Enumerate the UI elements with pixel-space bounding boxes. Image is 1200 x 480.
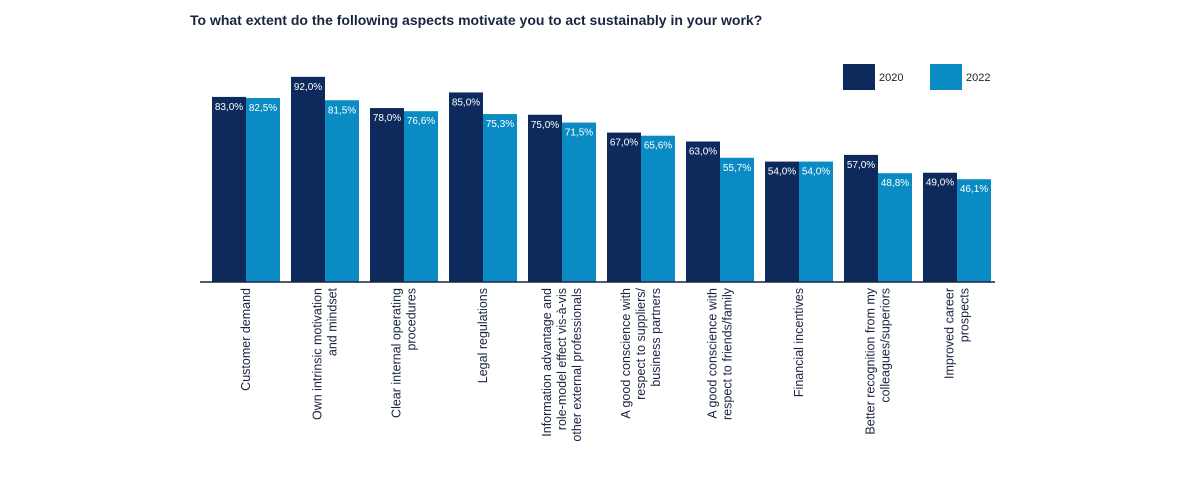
bar-2020-0 xyxy=(212,96,246,282)
category-label-line: Information advantage and xyxy=(540,288,554,437)
bar-2022-2 xyxy=(404,111,438,282)
bar-value-label: 71,5% xyxy=(565,128,593,139)
legend-label-2022: 2022 xyxy=(966,72,990,84)
bar-value-label: 92,0% xyxy=(294,82,322,93)
bar-value-label: 85,0% xyxy=(452,97,480,108)
bar-value-label: 63,0% xyxy=(689,147,717,158)
category-label-line: Clear internal operating xyxy=(390,288,404,418)
bar-value-label: 75,0% xyxy=(531,120,559,131)
category-label-line: Better recognition from my xyxy=(864,287,878,434)
bar-value-label: 54,0% xyxy=(768,167,796,178)
bar-value-label: 75,3% xyxy=(486,119,514,130)
bar-value-label: 65,6% xyxy=(644,141,672,152)
bar-2022-3 xyxy=(483,114,517,283)
bar-value-label: 57,0% xyxy=(847,160,875,171)
category-label-line: respect to friends/family xyxy=(721,287,735,420)
category-label-line: other external professionals xyxy=(570,288,584,442)
bar-value-label: 81,5% xyxy=(328,105,356,116)
bar-2020-5 xyxy=(607,132,641,282)
bar-2020-1 xyxy=(291,76,325,282)
bar-value-label: 76,6% xyxy=(407,116,435,127)
bar-2022-9 xyxy=(957,179,991,282)
bar-value-label: 54,0% xyxy=(802,167,830,178)
category-label-7: Financial incentives xyxy=(792,288,806,397)
bar-value-label: 48,8% xyxy=(881,178,909,189)
category-label-2: Clear internal operating procedures xyxy=(390,288,419,418)
bar-2020-2 xyxy=(370,108,404,282)
category-label-5: A good conscience with respect to supplie… xyxy=(619,287,663,418)
bars: 83,0% 82,5% 92,0% 81,5% 78,0% 76,6% 85,0% 75,3%… xyxy=(212,76,991,283)
category-label-line: Financial incentives xyxy=(792,288,806,397)
category-label-line: colleagues/superiors xyxy=(879,288,893,403)
category-label-line: A good conscience with xyxy=(706,288,720,419)
category-label-9: Improved career prospects xyxy=(943,288,972,379)
bar-value-label: 46,1% xyxy=(960,184,988,195)
legend: 2020 2022 xyxy=(843,64,990,90)
category-label-line: respect to suppliers/ xyxy=(634,287,648,399)
category-label-line: Customer demand xyxy=(239,288,253,391)
category-label-6: A good conscience with respect to friends… xyxy=(706,287,735,420)
bar-2022-1 xyxy=(325,100,359,282)
bar-2022-5 xyxy=(641,135,675,282)
bar-2022-6 xyxy=(720,157,754,282)
legend-swatch-2022 xyxy=(930,64,962,90)
category-label-0: Customer demand xyxy=(239,288,253,391)
category-label-line: prospects xyxy=(958,288,972,342)
bar-value-label: 67,0% xyxy=(610,138,638,149)
category-label-line: Legal regulations xyxy=(476,288,490,383)
chart-title: To what extent do the following aspects … xyxy=(190,12,763,28)
bar-value-label: 82,5% xyxy=(249,103,277,114)
category-label-line: Own intrinsic motivation xyxy=(311,288,325,420)
category-label-8: Better recognition from my colleagues/sup… xyxy=(864,287,893,434)
category-label-line: role-model effect vis-à-vis xyxy=(555,288,569,430)
bar-2020-6 xyxy=(686,141,720,282)
category-label-line: A good conscience with xyxy=(619,288,633,419)
category-label-1: Own intrinsic motivation and mindset xyxy=(311,287,340,420)
bar-value-label: 55,7% xyxy=(723,163,751,174)
bar-2022-7 xyxy=(799,161,833,282)
category-label-line: business partners xyxy=(649,288,663,387)
legend-swatch-2020 xyxy=(843,64,875,90)
bar-value-label: 78,0% xyxy=(373,113,401,124)
bar-2020-8 xyxy=(844,154,878,282)
bar-2020-4 xyxy=(528,114,562,282)
category-labels: Customer demand Own intrinsic motivation a… xyxy=(239,287,972,441)
bar-2022-0 xyxy=(246,98,280,283)
category-label-4: Information advantage and role-model effe… xyxy=(540,288,584,442)
bar-value-label: 49,0% xyxy=(926,178,954,189)
bar-value-label: 83,0% xyxy=(215,102,243,113)
category-label-3: Legal regulations xyxy=(476,288,490,383)
category-label-line: procedures xyxy=(405,288,419,351)
category-label-line: and mindset xyxy=(326,287,340,356)
bar-2020-3 xyxy=(449,92,483,282)
legend-label-2020: 2020 xyxy=(879,72,903,84)
bar-2020-7 xyxy=(765,161,799,282)
category-label-line: Improved career xyxy=(943,288,957,379)
bar-2020-9 xyxy=(923,172,957,282)
bar-2022-4 xyxy=(562,122,596,283)
bar-2022-8 xyxy=(878,173,912,282)
